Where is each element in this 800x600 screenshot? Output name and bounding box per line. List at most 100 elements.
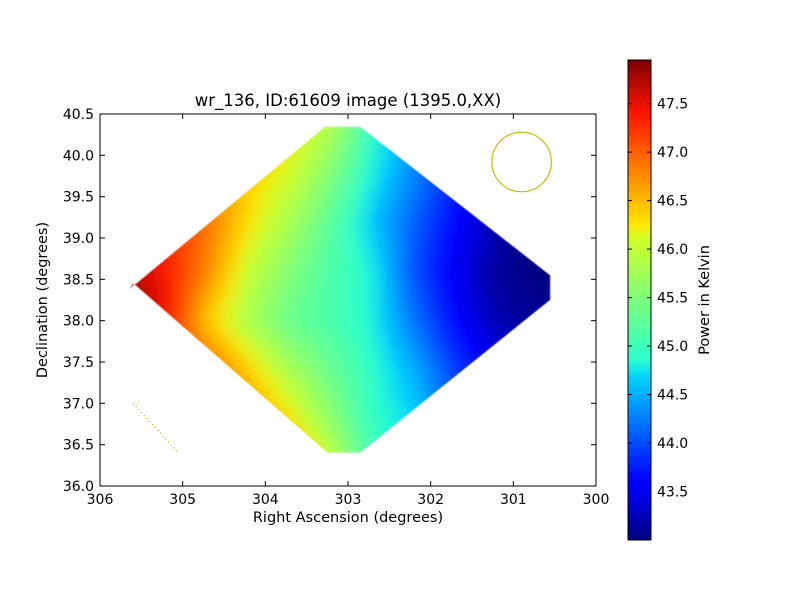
heatmap-cell [476, 338, 486, 347]
heatmap-cell [324, 314, 334, 323]
heatmap-cell [404, 298, 414, 307]
heatmap-cell [316, 202, 326, 211]
heatmap-cell [292, 378, 302, 387]
heatmap-cell [364, 218, 374, 227]
heatmap-cell [340, 170, 350, 179]
heatmap-cell [412, 266, 422, 275]
heatmap-cell [364, 282, 374, 291]
heatmap-cell [420, 330, 430, 339]
heatmap-cell [372, 274, 382, 283]
heatmap-cell [420, 250, 430, 259]
heatmap-cell [508, 250, 518, 259]
heatmap-cell [524, 274, 534, 283]
heatmap-cell [388, 314, 398, 323]
heatmap-cell [196, 250, 206, 259]
heatmap-cell [340, 370, 350, 379]
heatmap-cell [380, 386, 390, 395]
heatmap-cell [332, 394, 342, 403]
heatmap-cell [348, 146, 358, 155]
heatmap-cell [332, 338, 342, 347]
heatmap-cell [436, 194, 446, 203]
heatmap-cell [228, 338, 238, 347]
heatmap-cell [324, 202, 334, 211]
heatmap-cell [348, 418, 358, 427]
heatmap-cell [372, 338, 382, 347]
heatmap-cell [388, 298, 398, 307]
heatmap-cell [348, 394, 358, 403]
heatmap-cell [380, 258, 390, 267]
heatmap-cell [260, 346, 270, 355]
heatmap-cell [428, 234, 438, 243]
heatmap-cell [428, 202, 438, 211]
heatmap-cell [284, 202, 294, 211]
heatmap-cell [324, 330, 334, 339]
heatmap-cell [484, 306, 494, 315]
beam-circle [491, 131, 552, 193]
heatmap-cell [348, 290, 358, 299]
dotted-line [132, 402, 179, 454]
heatmap-cell [284, 386, 294, 395]
y-axis-ticks: 36.0 36.5 37.0 37.5 38.0 38.5 39.0 39.5 40.0 40.5 [63, 107, 596, 495]
heatmap-cell [364, 410, 374, 419]
heatmap-cell [324, 386, 334, 395]
heatmap-cell [340, 442, 350, 451]
heatmap-cell [284, 306, 294, 315]
heatmap-cell [412, 298, 422, 307]
heatmap-cell [364, 186, 374, 195]
heatmap-cell [260, 314, 270, 323]
heatmap-cell [324, 194, 334, 203]
heatmap-cell [164, 290, 174, 299]
heatmap-cell [444, 338, 454, 347]
heatmap-cell [260, 194, 270, 203]
heatmap-cell [540, 282, 550, 291]
heatmap-cell [172, 250, 182, 259]
heatmap-cell [260, 202, 270, 211]
heatmap-cell [220, 354, 230, 363]
heatmap-cell [436, 202, 446, 211]
heatmap-cell [396, 250, 406, 259]
heatmap-cell [436, 338, 446, 347]
heatmap-cell [212, 258, 222, 267]
heatmap-cell [244, 362, 254, 371]
heatmap-cell [308, 386, 318, 395]
heatmap-cell [228, 266, 238, 275]
heatmap-cell [380, 234, 390, 243]
heatmap-cell [388, 178, 398, 187]
heatmap-cell [292, 218, 302, 227]
heatmap-cell [356, 402, 366, 411]
heatmap-cell [404, 290, 414, 299]
heatmap-cell [404, 266, 414, 275]
heatmap-cell [500, 250, 510, 259]
heatmap-cell [236, 346, 246, 355]
heatmap-cell [468, 290, 478, 299]
heatmap-cell [380, 282, 390, 291]
heatmap-cell [412, 218, 422, 227]
heatmap-cell [476, 322, 486, 331]
heatmap-cell [324, 162, 334, 171]
heatmap-cell [236, 298, 246, 307]
heatmap-cell [300, 226, 310, 235]
y-tick-label: 38.5 [63, 272, 94, 288]
heatmap-cell [380, 170, 390, 179]
heatmap-cell [244, 258, 254, 267]
heatmap-cell [372, 218, 382, 227]
heatmap-cell [332, 282, 342, 291]
heatmap-cell [308, 242, 318, 251]
heatmap-cell [284, 250, 294, 259]
heatmap-cell [316, 322, 326, 331]
heatmap-cell [348, 170, 358, 179]
heatmap-cell [316, 402, 326, 411]
heatmap-cell [308, 314, 318, 323]
heatmap-cell [396, 394, 406, 403]
heatmap-cell [292, 242, 302, 251]
heatmap-cell [316, 186, 326, 195]
heatmap-cell [300, 394, 310, 403]
heatmap-cell [388, 194, 398, 203]
heatmap-cell [468, 338, 478, 347]
heatmap-cell [252, 250, 262, 259]
heatmap-cell [308, 210, 318, 219]
heatmap-cell [516, 298, 526, 307]
heatmap-cell [388, 354, 398, 363]
heatmap-cell [276, 178, 286, 187]
heatmap-cell [420, 274, 430, 283]
